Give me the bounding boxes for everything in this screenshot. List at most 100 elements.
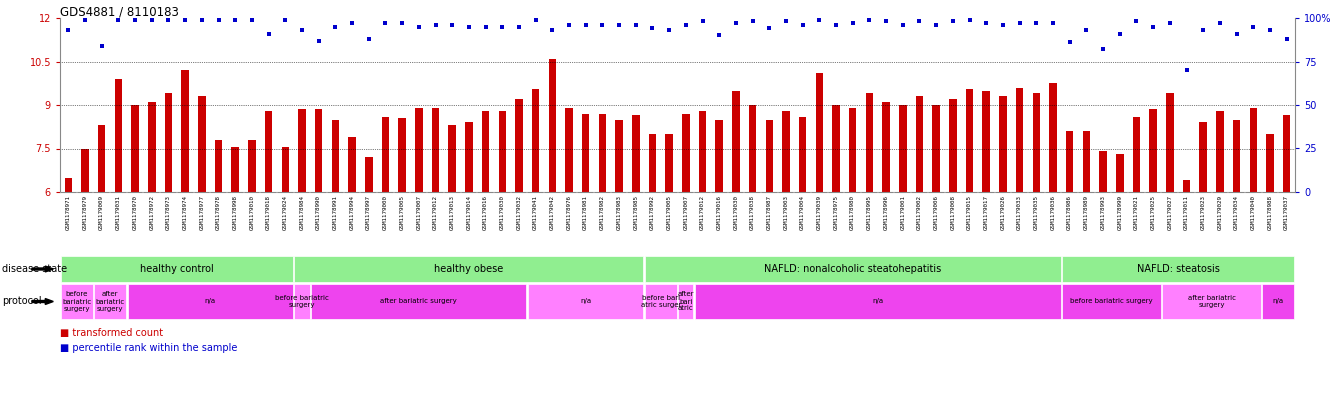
Bar (1100, 151, 1107, 192)
Bar (432, 108, 439, 192)
Text: GSM1179018: GSM1179018 (266, 195, 272, 230)
Bar (665, 134, 673, 192)
Text: n/a: n/a (205, 299, 215, 305)
Bar (482, 111, 490, 192)
Bar (899, 105, 907, 192)
Text: GSM1179027: GSM1179027 (1167, 195, 1172, 230)
Text: GSM1179016: GSM1179016 (483, 195, 488, 230)
Bar (949, 99, 957, 192)
Text: GSM1179029: GSM1179029 (1218, 195, 1223, 230)
Bar (1133, 117, 1140, 192)
Text: GSM1179026: GSM1179026 (1001, 195, 1005, 230)
Bar (312, 284, 526, 319)
Bar (678, 284, 693, 319)
Bar (565, 108, 573, 192)
Text: GSM1178973: GSM1178973 (166, 195, 171, 230)
Bar (165, 94, 173, 192)
Bar (682, 114, 689, 192)
Text: GSM1178987: GSM1178987 (767, 195, 772, 230)
Text: GSM1179032: GSM1179032 (516, 195, 522, 230)
Text: after bariatric
surgery: after bariatric surgery (1188, 295, 1235, 308)
Bar (799, 117, 807, 192)
Bar (82, 149, 88, 192)
Text: GSM1179002: GSM1179002 (917, 195, 922, 230)
Bar (1016, 88, 1024, 192)
Bar (783, 111, 789, 192)
Text: GSM1178979: GSM1178979 (83, 195, 87, 230)
Bar (98, 125, 106, 192)
Bar (294, 284, 309, 319)
Bar (231, 147, 240, 192)
Text: GSM1178980: GSM1178980 (850, 195, 855, 230)
Text: after
bari
atric: after bari atric (677, 292, 694, 312)
Bar (832, 105, 840, 192)
Text: GSM1179024: GSM1179024 (282, 195, 288, 230)
Text: GSM1179035: GSM1179035 (1034, 195, 1038, 230)
Text: GDS4881 / 8110183: GDS4881 / 8110183 (60, 6, 179, 18)
Bar (749, 105, 756, 192)
Bar (645, 255, 1061, 283)
Bar (632, 115, 640, 192)
Text: GSM1179014: GSM1179014 (467, 195, 471, 230)
Text: GSM1178991: GSM1178991 (333, 195, 339, 230)
Text: before
bariatric
surgery: before bariatric surgery (62, 292, 91, 312)
Bar (1283, 115, 1290, 192)
Text: after bariatric surgery: after bariatric surgery (380, 299, 458, 305)
Bar (1216, 111, 1224, 192)
Text: GSM1179041: GSM1179041 (533, 195, 538, 230)
Text: GSM1179000: GSM1179000 (383, 195, 388, 230)
Text: GSM1178972: GSM1178972 (150, 195, 154, 230)
Text: GSM1179016: GSM1179016 (717, 195, 721, 230)
Text: GSM1178989: GSM1178989 (1084, 195, 1089, 230)
Text: after
bariatric
surgery: after bariatric surgery (95, 292, 124, 312)
Bar (294, 255, 644, 283)
Bar (149, 102, 155, 192)
Text: GSM1179009: GSM1179009 (99, 195, 104, 230)
Text: GSM1179042: GSM1179042 (550, 195, 555, 230)
Bar (1183, 180, 1191, 192)
Text: GSM1179030: GSM1179030 (733, 195, 739, 230)
Bar (281, 147, 289, 192)
Bar (816, 73, 823, 192)
Bar (1082, 131, 1090, 192)
Text: GSM1179012: GSM1179012 (434, 195, 438, 230)
Bar (1049, 83, 1057, 192)
Bar (1263, 284, 1294, 319)
Bar (332, 119, 339, 192)
Bar (982, 90, 990, 192)
Text: GSM1179005: GSM1179005 (666, 195, 672, 230)
Text: GSM1178971: GSM1178971 (66, 195, 71, 230)
Text: GSM1178990: GSM1178990 (316, 195, 321, 230)
Bar (1062, 284, 1160, 319)
Bar (649, 134, 656, 192)
Text: ■ percentile rank within the sample: ■ percentile rank within the sample (60, 343, 237, 353)
Bar (94, 284, 126, 319)
Bar (381, 117, 389, 192)
Text: GSM1179005: GSM1179005 (400, 195, 404, 230)
Text: GSM1179021: GSM1179021 (1133, 195, 1139, 230)
Bar (1116, 154, 1124, 192)
Text: GSM1179011: GSM1179011 (1184, 195, 1189, 230)
Bar (850, 108, 856, 192)
Text: GSM1178978: GSM1178978 (215, 195, 221, 230)
Bar (182, 70, 189, 192)
Text: GSM1179010: GSM1179010 (249, 195, 254, 230)
Bar (1266, 134, 1274, 192)
Bar (1250, 108, 1256, 192)
Text: GSM1179001: GSM1179001 (900, 195, 906, 230)
Bar (882, 102, 890, 192)
Text: n/a: n/a (1272, 299, 1284, 305)
Text: GSM1179013: GSM1179013 (450, 195, 455, 230)
Bar (448, 125, 456, 192)
Bar (533, 89, 539, 192)
Bar (265, 111, 273, 192)
Text: before bari
atric surger: before bari atric surger (641, 295, 681, 308)
Bar (915, 96, 923, 192)
Bar (348, 137, 356, 192)
Bar (365, 157, 372, 192)
Text: GSM1178981: GSM1178981 (583, 195, 589, 230)
Text: GSM1178998: GSM1178998 (233, 195, 238, 230)
Bar (582, 114, 590, 192)
Text: GSM1179033: GSM1179033 (1017, 195, 1022, 230)
Bar (127, 284, 293, 319)
